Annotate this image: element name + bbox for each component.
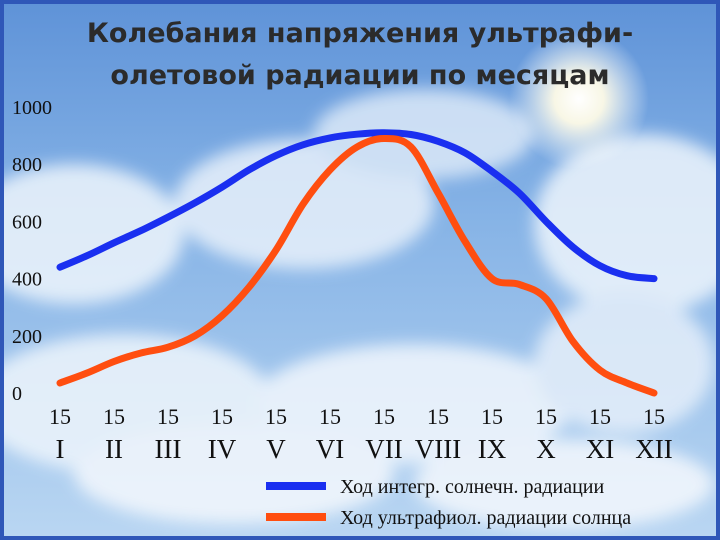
x-month-label: XI <box>586 434 615 464</box>
x-day-label: 15 <box>211 404 233 429</box>
chart-title-line-2: олетовой радиации по месяцам <box>110 60 609 91</box>
x-month-label: X <box>536 434 556 464</box>
series-line-integral <box>56 129 658 283</box>
legend: Ход интегр. солнечн. радиации Ход ультра… <box>266 476 631 529</box>
x-month-label: VI <box>316 434 345 464</box>
y-tick-label: 0 <box>12 383 22 405</box>
x-day-label: 15 <box>103 404 125 429</box>
x-day-label: 15 <box>589 404 611 429</box>
x-month-label: VII <box>365 434 402 464</box>
x-day-label: 15 <box>427 404 449 429</box>
x-axis-month-labels: I II III IV V VI VII VIII IX X XI XII <box>56 434 673 464</box>
x-month-label: I <box>56 434 65 464</box>
series-lines <box>56 129 658 397</box>
x-day-label: 15 <box>49 404 71 429</box>
x-axis-day-labels: 15 15 15 15 15 15 15 15 15 15 15 15 <box>49 404 665 429</box>
x-day-label: 15 <box>535 404 557 429</box>
y-tick-label: 200 <box>12 326 42 348</box>
y-tick-label: 600 <box>12 211 42 233</box>
legend-label-ultraviolet: Ход ультрафиол. радиации солнца <box>340 507 631 529</box>
uv-radiation-chart: Колебания напряжения ультрафи- олетовой … <box>4 18 716 529</box>
y-tick-label: 1000 <box>12 97 52 119</box>
x-month-label: IV <box>208 434 237 464</box>
x-month-label: V <box>266 434 286 464</box>
chart-title-line-1: Колебания напряжения ультрафи- <box>87 18 633 49</box>
x-day-label: 15 <box>319 404 341 429</box>
sun-decoration <box>509 29 649 169</box>
x-month-label: III <box>155 434 182 464</box>
y-tick-label: 400 <box>12 269 42 291</box>
x-month-label: XII <box>635 434 672 464</box>
x-day-label: 15 <box>481 404 503 429</box>
x-day-label: 15 <box>265 404 287 429</box>
x-month-label: II <box>105 434 123 464</box>
y-tick-label: 800 <box>12 154 42 176</box>
y-axis-ticks: 1000 800 600 400 200 0 <box>12 97 52 405</box>
series-line-ultraviolet <box>56 134 658 397</box>
legend-label-integral: Ход интегр. солнечн. радиации <box>340 476 604 498</box>
x-day-label: 15 <box>157 404 179 429</box>
x-day-label: 15 <box>373 404 395 429</box>
x-month-label: VIII <box>415 434 461 464</box>
x-month-label: IX <box>478 434 507 464</box>
x-day-label: 15 <box>643 404 665 429</box>
